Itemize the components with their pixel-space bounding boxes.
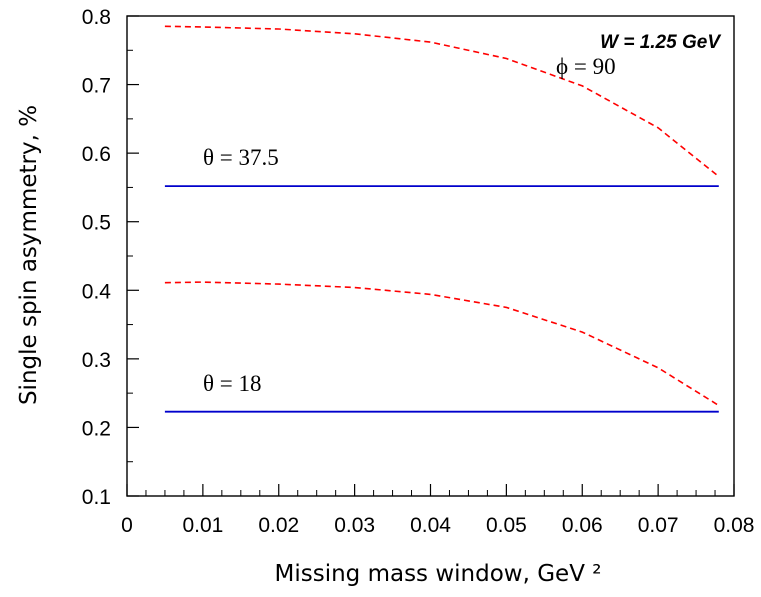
annotation-phi: ϕ = 90	[556, 54, 616, 79]
y-tick-label: 0.8	[82, 6, 111, 29]
axes	[126, 15, 735, 497]
y-axis-label: Single spin asymmetry, %	[16, 105, 42, 405]
x-axis-label: Missing mass window, GeV ²	[275, 561, 602, 587]
x-tick-label: 0	[121, 514, 133, 537]
y-tick-label: 0.6	[82, 143, 111, 166]
y-tick-label: 0.5	[82, 212, 111, 235]
ticks: 0 0.01 0.02 0.03 0.04 0.05 0.06 0.07 0.08 0.1 0.2 0…	[82, 6, 755, 537]
y-tick-label: 0.4	[82, 280, 112, 303]
x-tick-label: 0.01	[182, 514, 223, 537]
x-tick-label: 0.04	[410, 514, 451, 537]
annotation-title: W = 1.25 GeV	[600, 32, 721, 53]
annotation-theta-lower: θ = 18	[203, 371, 262, 396]
y-tick-label: 0.1	[82, 486, 111, 509]
x-tick-label: 0.05	[486, 514, 527, 537]
x-tick-label: 0.02	[258, 514, 299, 537]
plot-frame	[126, 15, 735, 497]
series-line-1	[164, 25, 720, 178]
y-tick-label: 0.2	[82, 417, 111, 440]
x-tick-label: 0.08	[714, 514, 755, 537]
x-tick-label: 0.03	[334, 514, 375, 537]
x-tick-label: 0.07	[638, 514, 679, 537]
series	[164, 25, 720, 413]
x-tick-label: 0.06	[562, 514, 603, 537]
y-tick-label: 0.7	[82, 75, 111, 98]
annotation-theta-upper: θ = 37.5	[203, 145, 279, 170]
series-line-3	[164, 281, 720, 407]
y-tick-label: 0.3	[82, 349, 111, 372]
